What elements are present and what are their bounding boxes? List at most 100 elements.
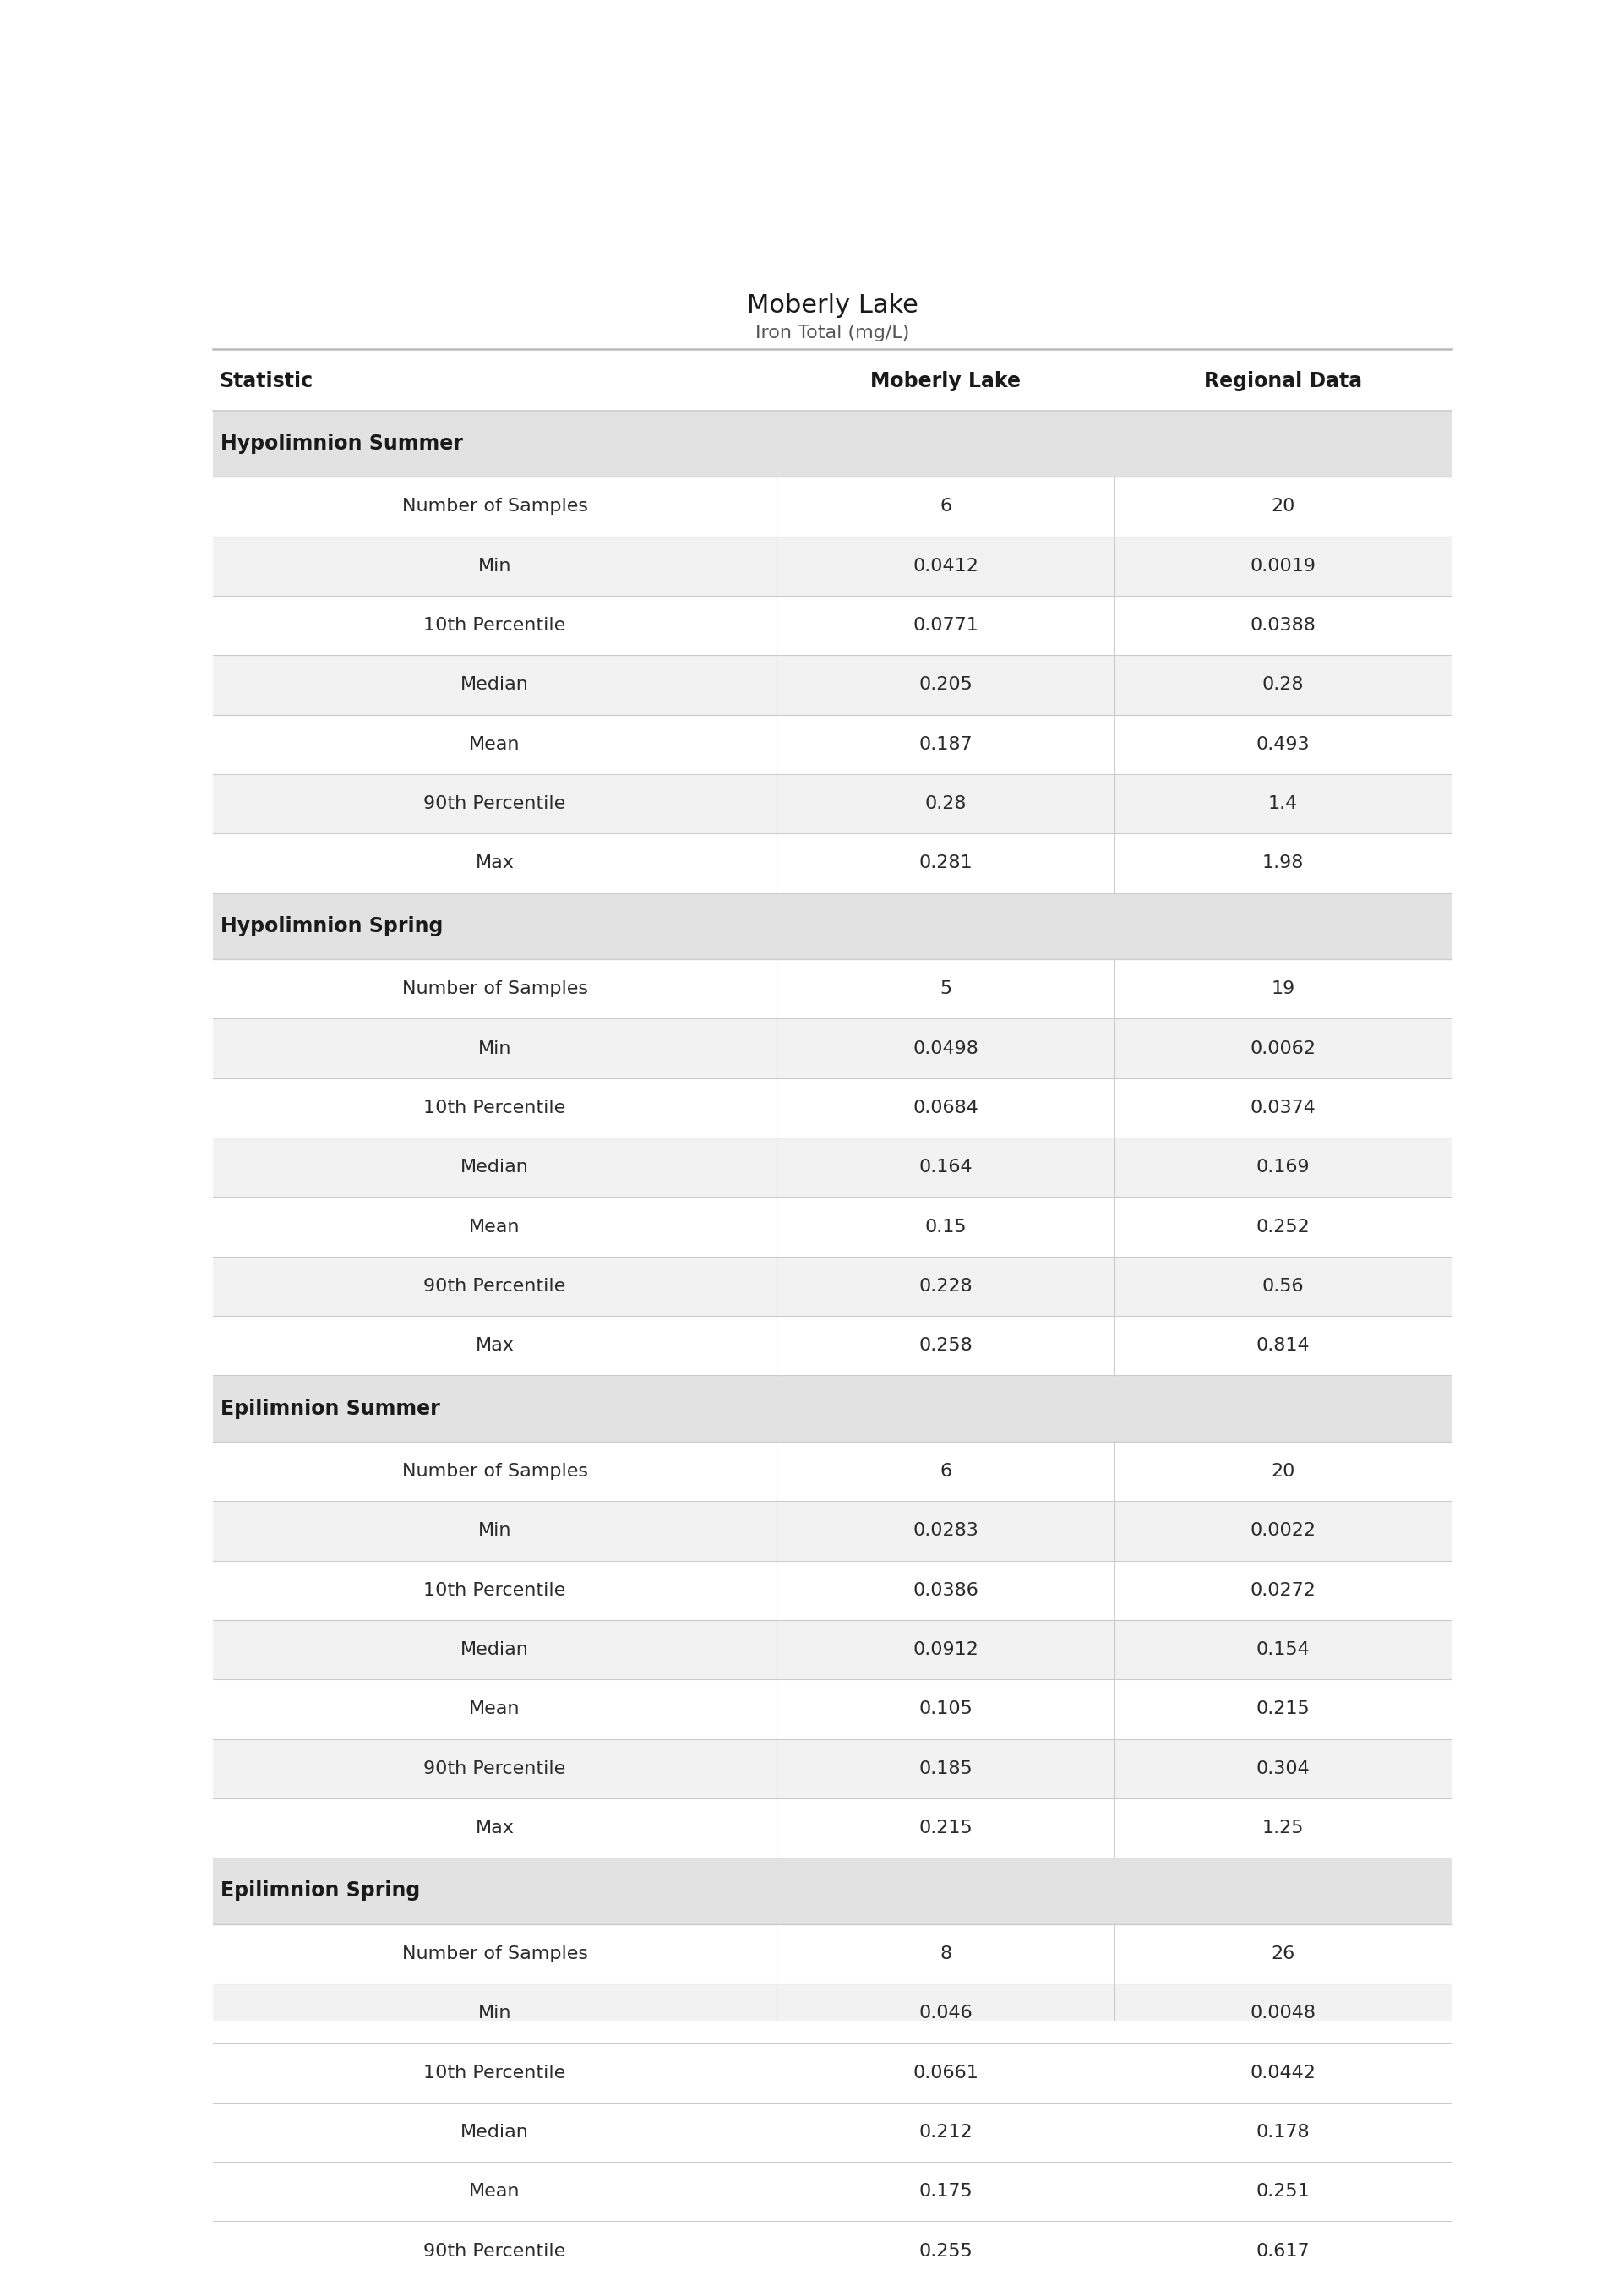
Text: Min: Min — [477, 558, 512, 574]
Text: 0.281: 0.281 — [919, 856, 973, 872]
Text: 1.25: 1.25 — [1262, 1821, 1304, 1836]
Text: Epilimnion Summer: Epilimnion Summer — [221, 1398, 440, 1419]
Text: 0.215: 0.215 — [1257, 1700, 1311, 1718]
Text: Mean: Mean — [469, 735, 520, 754]
Bar — [213, 1317, 1452, 1376]
Bar — [213, 1376, 1452, 1441]
Bar — [213, 352, 1452, 411]
Text: 0.205: 0.205 — [919, 676, 973, 692]
Text: 90th Percentile: 90th Percentile — [424, 2243, 565, 2259]
Text: Median: Median — [461, 1641, 529, 1657]
Text: 0.215: 0.215 — [919, 1821, 973, 1836]
Bar — [213, 1137, 1452, 1196]
Text: 0.0442: 0.0442 — [1250, 2063, 1315, 2082]
Text: Min: Min — [477, 2004, 512, 2023]
Text: 0.0022: 0.0022 — [1250, 1523, 1315, 1539]
Text: 90th Percentile: 90th Percentile — [424, 794, 565, 813]
Bar — [213, 1078, 1452, 1137]
Bar — [213, 1857, 1452, 1925]
Bar — [213, 1680, 1452, 1739]
Bar — [213, 656, 1452, 715]
Text: 0.0019: 0.0019 — [1250, 558, 1315, 574]
Text: 20: 20 — [1272, 1462, 1294, 1480]
Bar — [213, 1559, 1452, 1621]
Text: 0.814: 0.814 — [1257, 1337, 1311, 1355]
Text: 5: 5 — [940, 981, 952, 997]
Text: 0.0388: 0.0388 — [1250, 617, 1315, 633]
Text: 10th Percentile: 10th Percentile — [424, 1099, 565, 1117]
Text: Median: Median — [461, 1160, 529, 1176]
Text: 0.105: 0.105 — [919, 1700, 973, 1718]
Text: 0.0374: 0.0374 — [1250, 1099, 1315, 1117]
Text: 0.304: 0.304 — [1257, 1759, 1311, 1777]
Text: 0.0684: 0.0684 — [913, 1099, 979, 1117]
Text: 0.212: 0.212 — [919, 2125, 973, 2141]
Bar — [213, 1739, 1452, 1798]
Text: 1.4: 1.4 — [1268, 794, 1298, 813]
Text: 90th Percentile: 90th Percentile — [424, 1759, 565, 1777]
Text: 20: 20 — [1272, 497, 1294, 515]
Text: 0.617: 0.617 — [1257, 2243, 1311, 2259]
Text: 0.255: 0.255 — [919, 2243, 973, 2259]
Text: Min: Min — [477, 1040, 512, 1058]
Text: 0.185: 0.185 — [919, 1759, 973, 1777]
Text: Max: Max — [476, 856, 515, 872]
Text: Statistic: Statistic — [219, 370, 313, 390]
Text: Iron Total (mg/L): Iron Total (mg/L) — [755, 325, 909, 343]
Text: 0.15: 0.15 — [924, 1219, 966, 1235]
Text: 6: 6 — [940, 1462, 952, 1480]
Text: 0.28: 0.28 — [924, 794, 966, 813]
Text: 8: 8 — [940, 1945, 952, 1961]
Bar — [213, 2102, 1452, 2161]
Text: Epilimnion Spring: Epilimnion Spring — [221, 1882, 421, 1900]
Text: Moberly Lake: Moberly Lake — [870, 370, 1021, 390]
Bar — [213, 774, 1452, 833]
Text: 0.187: 0.187 — [919, 735, 973, 754]
Text: 0.0498: 0.0498 — [913, 1040, 979, 1058]
Text: 1.98: 1.98 — [1262, 856, 1304, 872]
Text: 10th Percentile: 10th Percentile — [424, 617, 565, 633]
Text: 0.252: 0.252 — [1257, 1219, 1311, 1235]
Text: 0.0048: 0.0048 — [1250, 2004, 1315, 2023]
Bar — [213, 960, 1452, 1019]
Text: Number of Samples: Number of Samples — [401, 1945, 588, 1961]
Text: Max: Max — [476, 1821, 515, 1836]
Text: 0.0062: 0.0062 — [1250, 1040, 1315, 1058]
Bar — [213, 1196, 1452, 1258]
Text: 0.046: 0.046 — [919, 2004, 973, 2023]
Text: 90th Percentile: 90th Percentile — [424, 1278, 565, 1294]
Bar — [213, 892, 1452, 960]
Text: Mean: Mean — [469, 2184, 520, 2200]
Bar — [213, 477, 1452, 536]
Text: Number of Samples: Number of Samples — [401, 1462, 588, 1480]
Text: Max: Max — [476, 1337, 515, 1355]
Text: 0.175: 0.175 — [919, 2184, 973, 2200]
Bar — [213, 2161, 1452, 2222]
Text: 0.169: 0.169 — [1257, 1160, 1311, 1176]
Bar — [213, 1258, 1452, 1317]
Text: Min: Min — [477, 1523, 512, 1539]
Text: Mean: Mean — [469, 1700, 520, 1718]
Text: 0.178: 0.178 — [1257, 2125, 1311, 2141]
Bar — [213, 1019, 1452, 1078]
Text: Regional Data: Regional Data — [1203, 370, 1363, 390]
Text: 6: 6 — [940, 497, 952, 515]
Bar — [213, 715, 1452, 774]
Text: 0.0272: 0.0272 — [1250, 1582, 1315, 1598]
Bar — [213, 2043, 1452, 2102]
Text: Median: Median — [461, 2125, 529, 2141]
Text: 0.0386: 0.0386 — [913, 1582, 979, 1598]
Text: 0.164: 0.164 — [919, 1160, 973, 1176]
Text: 19: 19 — [1272, 981, 1294, 997]
Text: Number of Samples: Number of Samples — [401, 981, 588, 997]
Bar — [213, 595, 1452, 656]
Text: 0.0661: 0.0661 — [913, 2063, 979, 2082]
Bar — [213, 833, 1452, 892]
Text: 0.0912: 0.0912 — [913, 1641, 979, 1657]
Bar — [213, 2222, 1452, 2270]
Text: 0.0283: 0.0283 — [913, 1523, 979, 1539]
Bar — [213, 1925, 1452, 1984]
Text: 0.251: 0.251 — [1257, 2184, 1311, 2200]
Text: Number of Samples: Number of Samples — [401, 497, 588, 515]
Bar — [213, 536, 1452, 595]
